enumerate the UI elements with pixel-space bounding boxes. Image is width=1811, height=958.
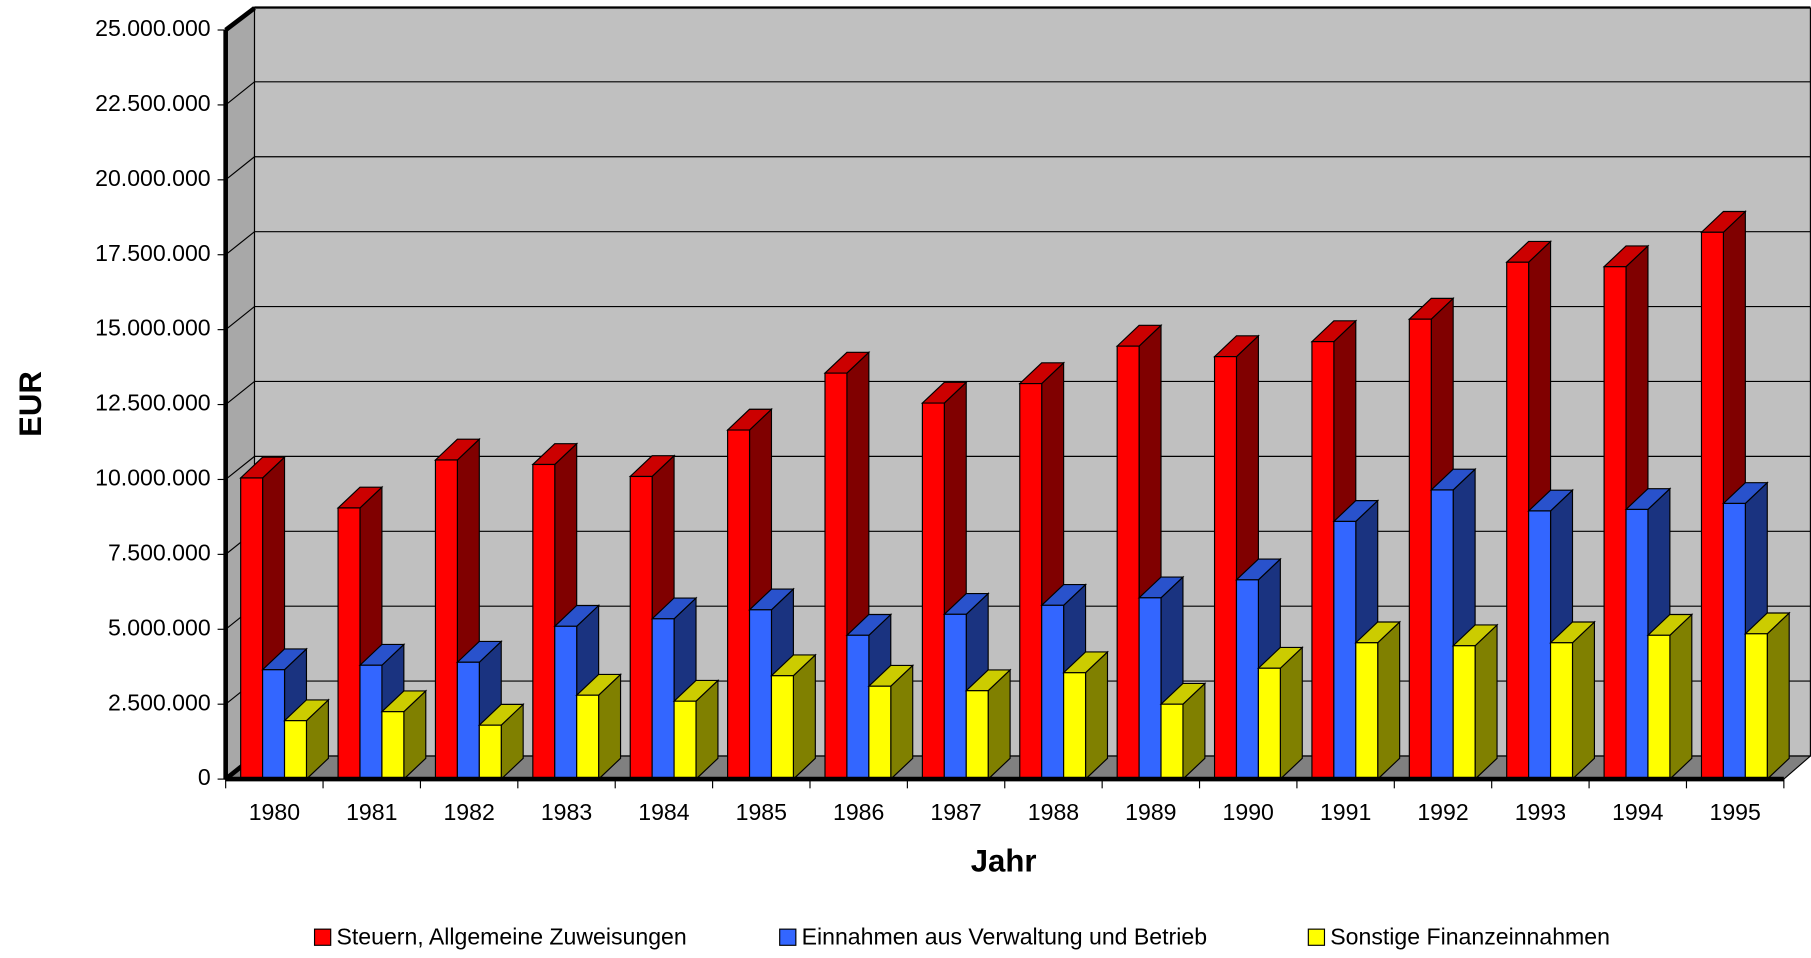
bar: [1333, 520, 1357, 780]
x-tick-label: 1994: [1612, 799, 1664, 825]
x-tick-label: 1988: [1028, 799, 1079, 825]
bar: [1549, 642, 1574, 780]
bar: [1257, 667, 1281, 780]
x-tick-label: 1989: [1125, 799, 1176, 825]
y-tick-label: 5.000.000: [108, 614, 211, 640]
bar: [1213, 356, 1238, 780]
bar-side: [1571, 620, 1596, 781]
x-tick-label: 1983: [541, 799, 592, 825]
grid-line: [225, 231, 255, 256]
bar: [1722, 502, 1746, 780]
bar: [1744, 633, 1768, 780]
bar: [1528, 510, 1552, 780]
legend-label: Sonstige Finanzeinnahmen: [1330, 923, 1610, 949]
bar: [748, 609, 773, 780]
x-tick-label: 1985: [736, 799, 787, 825]
bar-side: [1669, 613, 1693, 781]
grid-line: [225, 306, 255, 331]
grid-line: [225, 156, 255, 181]
x-tick-label: 1995: [1709, 799, 1760, 825]
bar: [1603, 266, 1627, 780]
bar: [576, 694, 600, 780]
bar: [943, 613, 967, 780]
bar: [337, 507, 361, 780]
y-tick-label: 15.000.000: [95, 315, 211, 341]
y-tick-label: 10.000.000: [95, 465, 211, 491]
bar: [1235, 579, 1259, 780]
bar: [1506, 261, 1530, 780]
bar: [381, 711, 405, 780]
bar: [1160, 703, 1184, 780]
y-tick-label: 22.500.000: [95, 90, 211, 116]
bar: [824, 372, 848, 780]
bar: [1452, 645, 1476, 780]
bar: [554, 625, 578, 780]
bar: [1408, 318, 1432, 780]
legend-label: Einnahmen aus Verwaltung und Betrieb: [802, 923, 1207, 949]
grid-line: [225, 6, 255, 31]
bar: [283, 720, 308, 780]
bar-side: [1279, 646, 1303, 781]
y-tick-label: 20.000.000: [95, 165, 211, 191]
y-tick-label: 12.500.000: [95, 390, 211, 416]
bar-side: [1474, 623, 1498, 781]
bar: [921, 402, 945, 780]
bar: [1116, 345, 1140, 780]
legend-swatch: [1307, 928, 1326, 946]
bar: [1355, 642, 1379, 780]
bar: [1019, 383, 1043, 780]
bar: [1138, 597, 1162, 780]
legend-swatch: [779, 928, 797, 946]
grid-line: [225, 381, 255, 406]
x-tick-label: 1990: [1223, 799, 1274, 825]
bar: [478, 724, 502, 780]
bar: [1700, 231, 1724, 780]
bar: [1041, 604, 1065, 780]
legend-label: Steuern, Allgemeine Zuweisungen: [336, 923, 686, 949]
y-tick-label: 7.500.000: [108, 539, 211, 565]
x-axis-title: Jahr: [971, 844, 1037, 879]
legend-swatch: [313, 928, 332, 946]
grid-line: [225, 455, 255, 480]
x-tick-label: 1981: [346, 799, 397, 825]
x-tick-label: 1986: [833, 799, 884, 825]
bar: [359, 664, 383, 780]
x-tick-label: 1984: [638, 799, 690, 825]
y-axis-title: EUR: [13, 371, 48, 437]
bar: [262, 669, 286, 780]
x-tick-label: 1987: [930, 799, 981, 825]
bar: [651, 618, 675, 780]
bar: [532, 463, 556, 780]
bar: [673, 700, 697, 780]
bar: [434, 459, 458, 780]
x-tick-label: 1980: [249, 799, 300, 825]
bar-side: [1377, 620, 1401, 781]
bar: [1647, 634, 1671, 780]
x-tick-label: 1992: [1417, 799, 1468, 825]
bar: [868, 685, 892, 780]
bar: [456, 661, 480, 780]
bar: [1625, 508, 1649, 780]
bar: [770, 675, 794, 780]
bar-side: [1766, 611, 1790, 781]
bar: [965, 690, 989, 780]
bar: [629, 475, 653, 780]
bar: [846, 634, 870, 780]
y-tick-label: 2.500.000: [108, 689, 211, 715]
bar-side: [1084, 650, 1109, 781]
x-tick-label: 1993: [1515, 799, 1566, 825]
x-tick-label: 1991: [1320, 799, 1371, 825]
y-tick-label: 25.000.000: [95, 15, 211, 41]
bar: [727, 429, 751, 780]
bar: [1063, 672, 1087, 780]
bar: [240, 477, 264, 780]
bar: [1430, 489, 1454, 780]
x-tick-label: 1982: [443, 799, 494, 825]
bar: [1311, 341, 1335, 780]
bar-side: [792, 653, 816, 781]
y-tick-label: 0: [198, 764, 211, 790]
grid-line: [225, 81, 255, 106]
y-tick-label: 17.500.000: [95, 240, 211, 266]
